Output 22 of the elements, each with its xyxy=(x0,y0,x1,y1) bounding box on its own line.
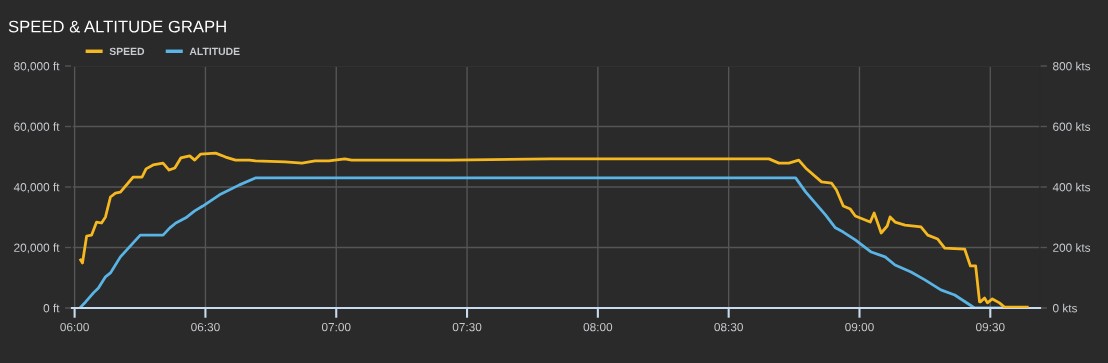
x-tick-label: 07:30 xyxy=(452,322,482,332)
y-tick-label: 60,000 ft xyxy=(14,122,60,133)
legend-label: SPEED xyxy=(109,47,145,56)
x-tick-label: 09:30 xyxy=(975,322,1005,332)
line-series xyxy=(79,151,1029,308)
y-tick-label: 20,000 ft xyxy=(14,243,60,254)
y-tick-label: 40,000 ft xyxy=(13,182,60,193)
y2-tick-label: 0 kts xyxy=(1052,303,1078,313)
x-tick-label: 07:00 xyxy=(321,322,351,332)
y2-tick-label: 200 kts xyxy=(1053,243,1091,252)
y2-tick-label: 600 kts xyxy=(1053,122,1091,131)
y2-tick-label: 800 kts xyxy=(1053,61,1091,71)
x-tick-label: 08:30 xyxy=(714,322,743,332)
y-tick-label: 80,000 ft xyxy=(14,61,60,72)
chart-title: SPEED & ALTITUDE GRAPH xyxy=(8,20,226,33)
x-tick-label: 06:30 xyxy=(191,322,220,332)
x-tick-label: 08:00 xyxy=(583,322,613,332)
x-tick-label: 06:00 xyxy=(60,322,89,332)
legend-label: ALTITUDE xyxy=(189,47,240,56)
y2-tick-label: 400 kts xyxy=(1052,182,1091,192)
x-tick-label: 09:00 xyxy=(845,322,874,332)
y-tick-label: 0 ft xyxy=(43,303,60,313)
